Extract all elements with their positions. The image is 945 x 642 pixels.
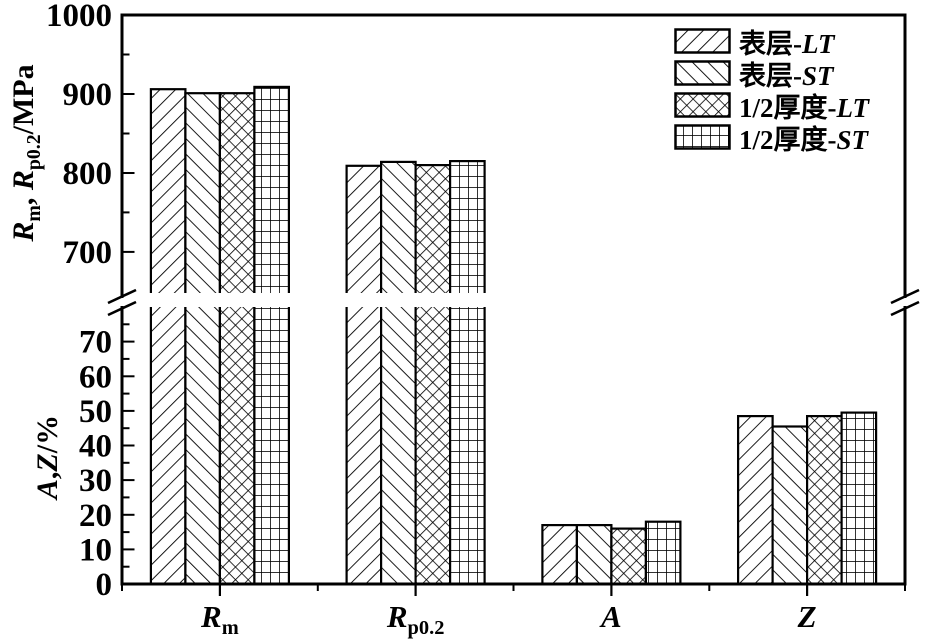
legend-swatch-hatch-backward-diagonal-icon bbox=[674, 60, 731, 86]
y-axis-label-bottom-A: A bbox=[31, 479, 64, 500]
bar-diag-fwd bbox=[736, 415, 774, 586]
y-tick-label: 40 bbox=[79, 429, 112, 465]
bar-cross bbox=[610, 527, 648, 586]
y-tick-label: 70 bbox=[79, 325, 112, 361]
bar-grid bbox=[840, 411, 878, 586]
y-axis-label-top-sub1: m bbox=[23, 205, 45, 222]
bar-diag-fwd bbox=[541, 523, 579, 586]
bar-diag-fwd bbox=[345, 164, 383, 586]
bar-diag-fwd bbox=[149, 88, 187, 586]
legend-label-code: LT bbox=[802, 28, 835, 59]
legend-swatch-hatch-forward-diagonal-icon bbox=[674, 28, 731, 54]
axis-break-slash-icon bbox=[107, 288, 137, 305]
y-axis-label-top-R1: R bbox=[7, 221, 40, 242]
bar-diag-back bbox=[575, 523, 613, 586]
y-tick-label: 1000 bbox=[46, 0, 112, 34]
legend-label-code: LT bbox=[836, 92, 870, 123]
bar-grid bbox=[253, 85, 290, 586]
bar-cross bbox=[218, 92, 256, 586]
y-tick-label: 800 bbox=[63, 156, 113, 192]
y-tick-label: 50 bbox=[79, 394, 112, 430]
legend-label-code: ST bbox=[836, 124, 869, 155]
y-axis-label-top-unit: /MPa bbox=[7, 64, 40, 135]
y-axis-label-bottom-unit: /% bbox=[31, 414, 64, 454]
bar-diag-back bbox=[380, 160, 417, 586]
y-axis-label-top-R2: R bbox=[7, 170, 40, 191]
legend-label-text: 表层- bbox=[739, 28, 802, 59]
legend-label-text: 1/2厚度- bbox=[739, 92, 837, 123]
legend: 表层-LT 表层-ST 1/2厚度-LT 1/2厚度-ST bbox=[674, 28, 869, 155]
axis-break-gap bbox=[119, 298, 125, 306]
legend-swatch-crosshatch-icon bbox=[674, 92, 731, 118]
y-tick-label: 60 bbox=[79, 359, 112, 395]
y-tick-label: 700 bbox=[63, 235, 113, 271]
axis-break-slash-icon bbox=[890, 288, 920, 305]
axis-break-band bbox=[124, 293, 903, 307]
y-axis-label-top: Rm, Rp0.2/MPa bbox=[7, 64, 45, 242]
legend-item: 表层-LT bbox=[674, 28, 869, 59]
legend-label: 表层-ST bbox=[739, 54, 834, 93]
bar-diag-back bbox=[184, 92, 221, 586]
y-axis-label-bottom-Z: Z bbox=[31, 453, 64, 472]
bar-cross bbox=[414, 164, 452, 586]
legend-swatch-grid-hatch-icon bbox=[674, 124, 731, 150]
y-tick-label: 10 bbox=[79, 532, 112, 568]
bar-diag-back bbox=[771, 425, 809, 586]
y-axis-label-bottom-comma: , bbox=[31, 471, 64, 480]
axis-break-slash-icon bbox=[107, 300, 137, 317]
legend-item: 1/2厚度-ST bbox=[674, 124, 869, 155]
legend-label-text: 表层- bbox=[739, 60, 802, 91]
y-tick-label: 900 bbox=[63, 77, 113, 113]
legend-item: 表层-ST bbox=[674, 60, 869, 91]
y-axis-label-bottom: A,Z/% bbox=[31, 415, 65, 499]
bar-grid bbox=[449, 160, 486, 586]
axis-break-slash-icon bbox=[890, 300, 920, 317]
axis-break-gap bbox=[902, 298, 908, 306]
legend-label: 1/2厚度-LT bbox=[739, 86, 869, 125]
y-tick-label: 20 bbox=[79, 498, 112, 534]
y-axis-label-top-sub2: p0.2 bbox=[23, 134, 45, 171]
legend-item: 1/2厚度-LT bbox=[674, 92, 869, 123]
legend-label: 1/2厚度-ST bbox=[739, 118, 868, 157]
legend-label: 表层-LT bbox=[739, 22, 835, 61]
legend-label-text: 1/2厚度- bbox=[739, 124, 837, 155]
y-axis-label-top-sep: , bbox=[7, 190, 40, 206]
legend-label-code: ST bbox=[802, 60, 834, 91]
y-tick-label: 30 bbox=[79, 463, 112, 499]
bar-grid bbox=[644, 520, 682, 586]
y-tick-label: 0 bbox=[96, 567, 113, 603]
bar-cross bbox=[805, 415, 843, 586]
